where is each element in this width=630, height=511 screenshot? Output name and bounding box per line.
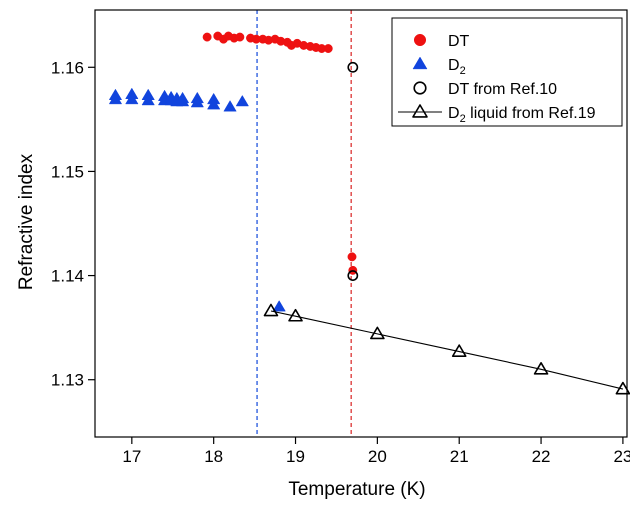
x-tick-label: 21 — [450, 447, 469, 466]
data-point — [235, 32, 245, 42]
data-point — [533, 362, 549, 375]
series-group — [263, 303, 630, 395]
y-tick-label: 1.15 — [51, 162, 84, 181]
plot-layer — [109, 10, 630, 437]
y-tick-label: 1.13 — [51, 371, 84, 390]
legend-marker — [412, 56, 428, 70]
x-tick-label: 18 — [204, 447, 223, 466]
legend-marker — [413, 81, 427, 95]
data-point — [141, 94, 155, 106]
x-tick-label: 22 — [532, 447, 551, 466]
legend-label: D2 liquid from Ref.19 — [448, 105, 596, 125]
x-tick-label: 19 — [286, 447, 305, 466]
data-point — [235, 95, 249, 107]
data-point — [125, 93, 139, 105]
data-point — [451, 344, 467, 357]
legend-label: DT — [448, 33, 470, 50]
legend-label: DT from Ref.10 — [448, 81, 557, 98]
x-tick-label: 23 — [613, 447, 630, 466]
data-point — [190, 96, 204, 108]
series-group — [347, 61, 359, 281]
data-point — [288, 308, 303, 322]
axis-layer: Temperature (K) Refractive index 17 18 19 2… — [16, 9, 630, 500]
data-point — [207, 98, 221, 110]
data-point — [347, 270, 359, 281]
data-point — [202, 32, 212, 42]
data-point — [347, 252, 357, 262]
data-point — [615, 381, 630, 395]
legend: DT D2 DT from Ref.10 D2 liquid from Ref.19 — [391, 17, 623, 127]
data-point — [176, 95, 190, 107]
series-line — [270, 310, 624, 390]
x-tick-label: 17 — [122, 447, 141, 466]
legend-label: D2 — [448, 57, 466, 77]
data-point — [263, 303, 279, 317]
y-tick-label: 1.16 — [51, 58, 84, 77]
y-axis-label: Refractive index — [16, 153, 37, 290]
plot-frame — [94, 9, 628, 438]
x-axis-label: Temperature (K) — [288, 479, 425, 500]
legend-marker — [413, 33, 427, 47]
x-tick-label: 20 — [368, 447, 387, 466]
data-point — [109, 93, 122, 105]
series-group — [202, 31, 358, 275]
y-tick-label: 1.14 — [51, 267, 84, 286]
data-point — [347, 61, 359, 73]
data-point — [223, 100, 237, 112]
legend-box — [391, 17, 623, 127]
data-point — [323, 44, 333, 53]
legend-marker — [412, 104, 428, 118]
data-point — [370, 326, 385, 340]
series-group — [109, 87, 286, 312]
data-point — [272, 300, 286, 312]
